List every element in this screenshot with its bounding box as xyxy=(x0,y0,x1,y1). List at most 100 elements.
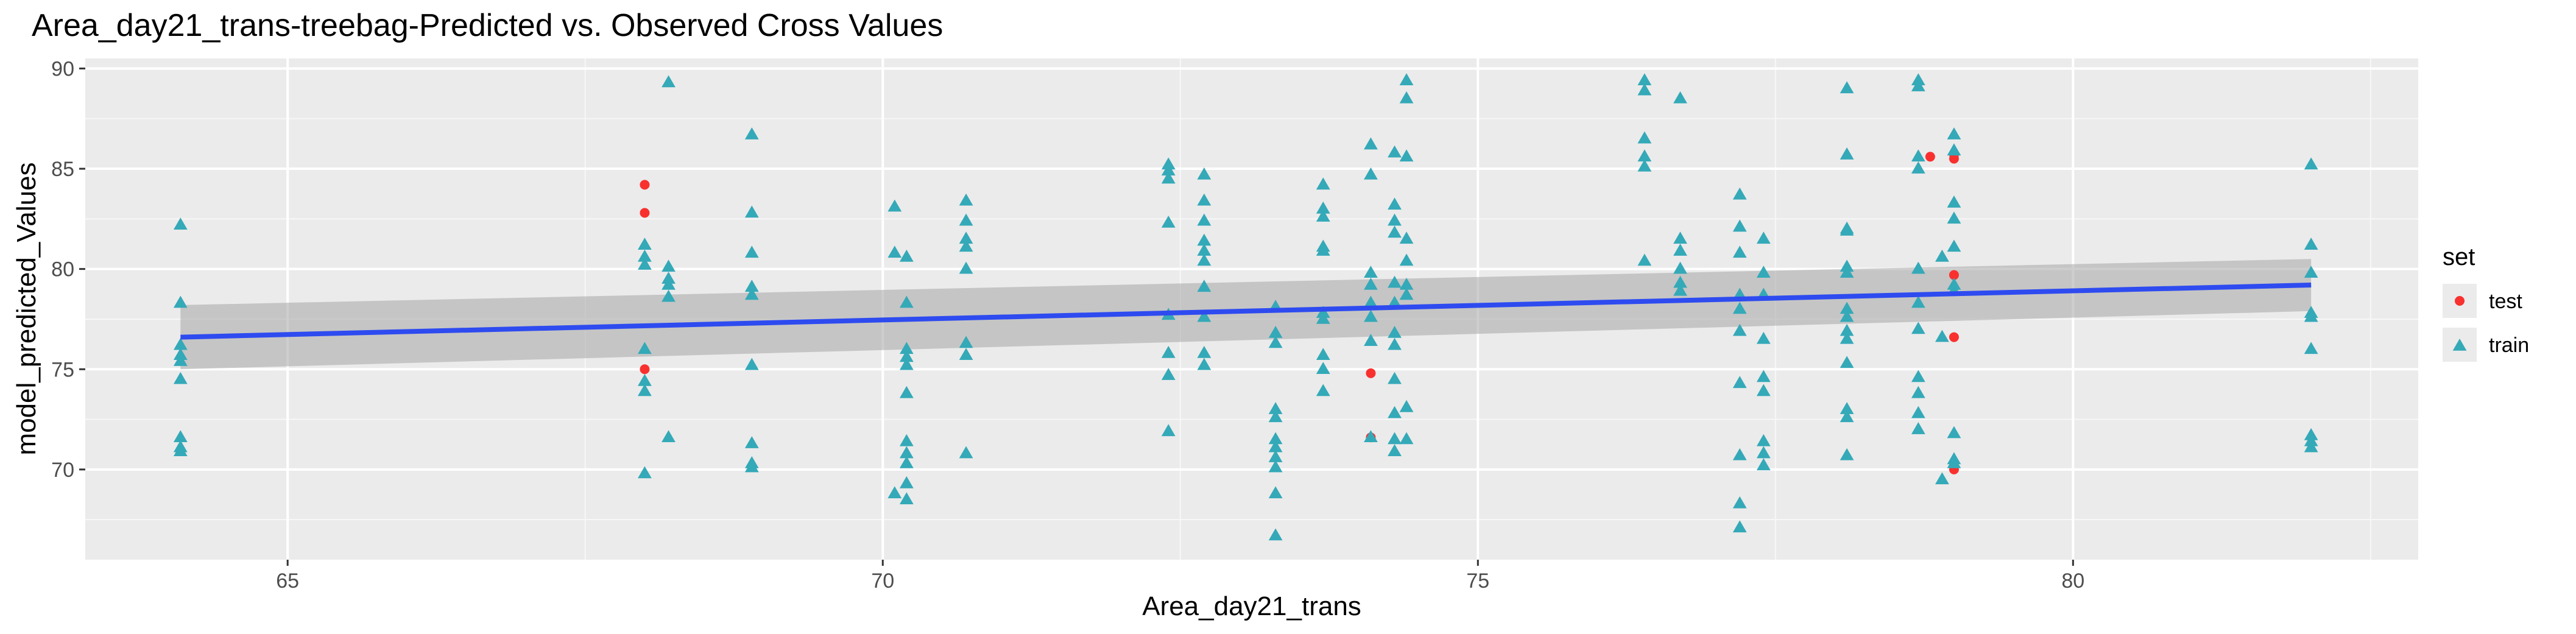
point-train xyxy=(899,386,914,398)
confidence-ribbon-layer xyxy=(180,259,2312,370)
point-train xyxy=(1161,163,1176,176)
point-train xyxy=(1364,167,1378,180)
point-train xyxy=(1316,177,1330,190)
x-axis-ticks: 65 70 75 80 xyxy=(276,560,2084,593)
point-train xyxy=(1388,406,1402,418)
point-test xyxy=(1949,270,1959,280)
point-train xyxy=(1399,432,1414,445)
point-train xyxy=(899,249,914,262)
point-train xyxy=(1637,253,1652,266)
point-train xyxy=(1911,406,1925,418)
point-train xyxy=(1756,370,1771,382)
point-train xyxy=(1268,450,1283,462)
x-tick-label: 70 xyxy=(871,569,894,593)
x-tick-label: 65 xyxy=(276,569,299,593)
point-train xyxy=(1911,149,1925,162)
point-train xyxy=(638,384,652,396)
point-train xyxy=(899,295,914,308)
point-train xyxy=(662,430,676,442)
point-train xyxy=(2304,238,2318,250)
point-train xyxy=(638,238,652,250)
point-train xyxy=(1197,253,1212,266)
point-train xyxy=(2304,157,2318,170)
point-train xyxy=(887,199,902,212)
y-tick-label: 70 xyxy=(51,459,74,482)
point-train xyxy=(1732,323,1747,336)
point-train xyxy=(1911,79,1925,91)
point-train xyxy=(1732,448,1747,460)
point-train xyxy=(1364,309,1378,322)
point-train xyxy=(1756,384,1771,396)
point-train xyxy=(1364,430,1378,442)
point-train xyxy=(2304,309,2318,322)
point-train xyxy=(1840,323,1854,336)
point-train xyxy=(1947,195,1961,208)
point-train xyxy=(959,446,973,459)
confidence-ribbon xyxy=(180,259,2312,370)
point-train xyxy=(744,280,759,292)
point-train xyxy=(173,444,188,457)
point-train xyxy=(1637,83,1652,96)
point-train xyxy=(959,193,973,206)
point-train xyxy=(1399,253,1414,266)
point-train xyxy=(1268,460,1283,473)
point-train xyxy=(899,456,914,468)
point-train xyxy=(1673,244,1687,256)
data-points xyxy=(173,73,2318,541)
point-train xyxy=(662,277,676,290)
legend-marker-train xyxy=(2452,339,2467,351)
point-train xyxy=(638,342,652,354)
point-train xyxy=(1840,301,1854,314)
point-train xyxy=(744,436,759,448)
point-train xyxy=(1911,386,1925,398)
point-train xyxy=(173,430,188,442)
point-train xyxy=(887,486,902,499)
point-train xyxy=(1399,149,1414,162)
point-train xyxy=(1673,91,1687,104)
point-train xyxy=(1316,384,1330,396)
point-test xyxy=(1949,153,1959,164)
point-train xyxy=(1911,161,1925,174)
point-train xyxy=(1268,440,1283,453)
point-train xyxy=(638,258,652,270)
point-train xyxy=(1947,143,1961,156)
point-train xyxy=(1388,145,1402,158)
point-train xyxy=(1756,331,1771,344)
point-train xyxy=(1388,197,1402,210)
point-train xyxy=(662,289,676,302)
point-train xyxy=(1935,472,1949,485)
point-train xyxy=(1935,249,1949,262)
point-train xyxy=(1637,131,1652,144)
point-train xyxy=(1840,448,1854,460)
point-train xyxy=(173,217,188,230)
point-train xyxy=(1364,295,1378,308)
point-train xyxy=(1197,358,1212,370)
point-train xyxy=(1316,348,1330,361)
point-train xyxy=(1947,211,1961,224)
point-train xyxy=(173,354,188,366)
point-train xyxy=(899,358,914,370)
point-train xyxy=(1316,210,1330,222)
point-train xyxy=(1399,287,1414,300)
point-train xyxy=(1399,400,1414,412)
point-train xyxy=(1911,295,1925,308)
y-tick-label: 80 xyxy=(51,258,74,281)
point-train xyxy=(1840,224,1854,236)
point-train xyxy=(1268,432,1283,445)
point-train xyxy=(1840,147,1854,160)
point-train xyxy=(1399,73,1414,86)
point-train xyxy=(2304,266,2318,278)
point-train xyxy=(1840,309,1854,322)
point-train xyxy=(1732,520,1747,533)
point-train xyxy=(1947,127,1961,139)
point-train xyxy=(1268,528,1283,541)
point-train xyxy=(1840,356,1854,368)
y-tick-label: 75 xyxy=(51,358,74,381)
point-train xyxy=(1316,244,1330,256)
point-train xyxy=(173,372,188,384)
point-train xyxy=(1197,167,1212,180)
point-train xyxy=(2304,440,2318,453)
point-test xyxy=(1925,152,1935,162)
point-train xyxy=(1947,456,1961,468)
